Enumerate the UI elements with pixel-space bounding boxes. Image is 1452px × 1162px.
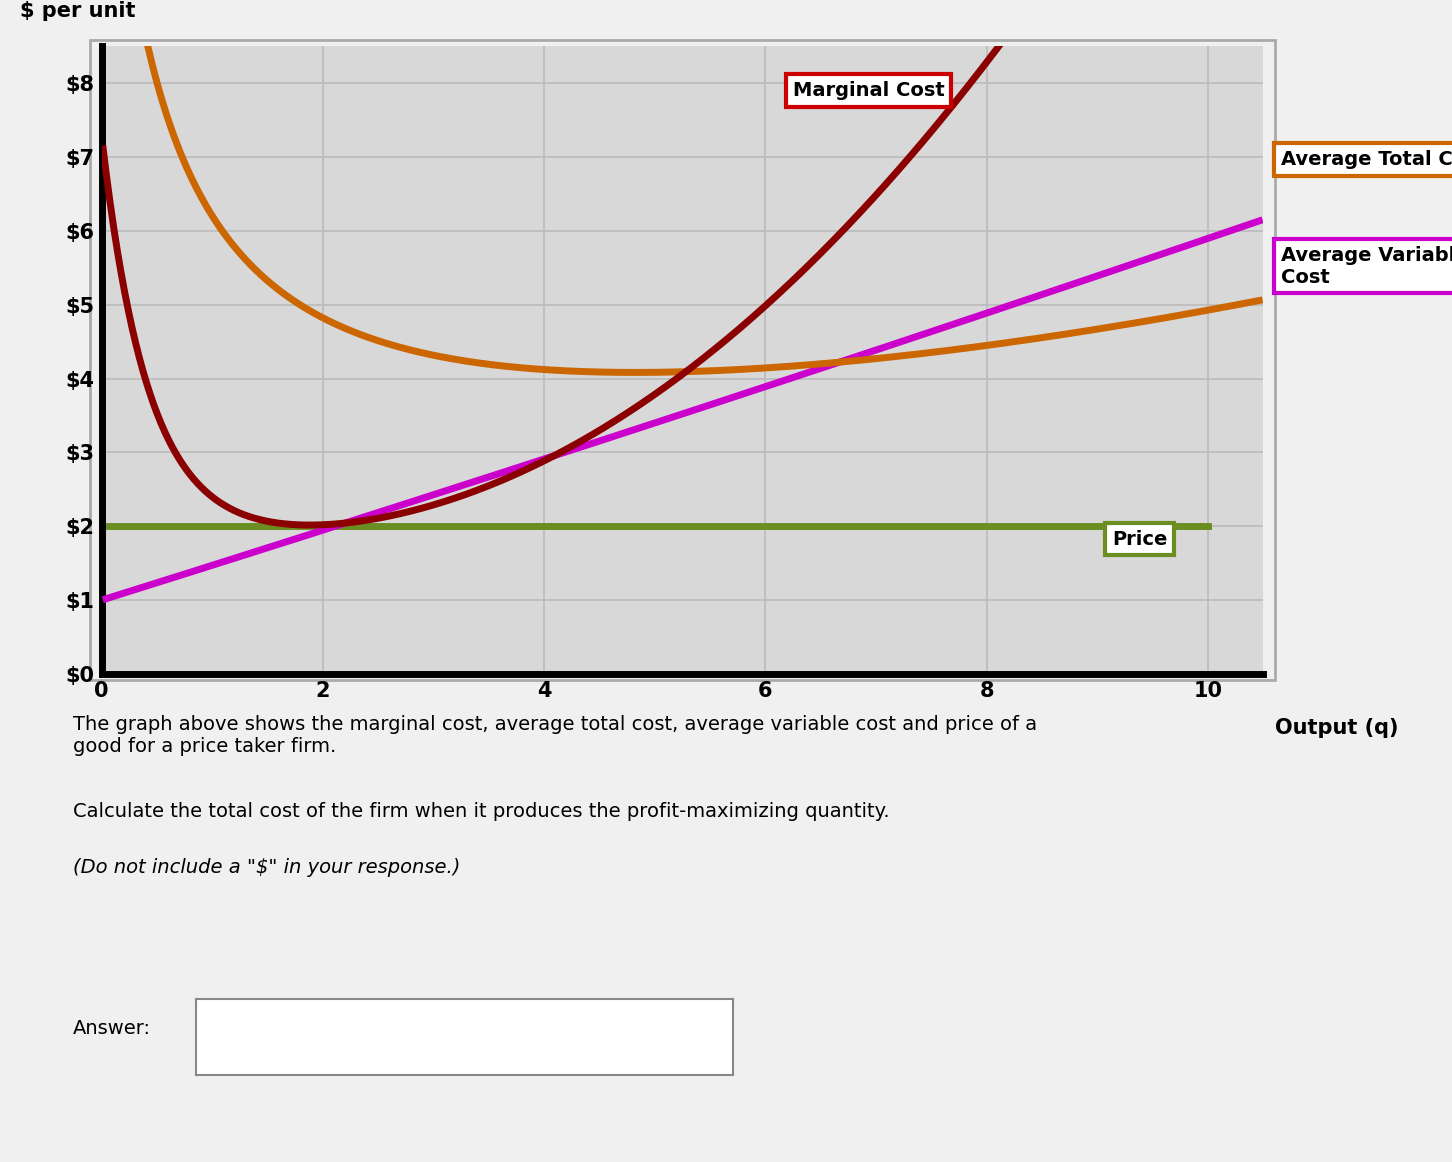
Text: Calculate the total cost of the firm when it produces the profit-maximizing quan: Calculate the total cost of the firm whe… bbox=[73, 802, 889, 820]
Text: Average Total Cost: Average Total Cost bbox=[1281, 150, 1452, 168]
Text: The graph above shows the marginal cost, average total cost, average variable co: The graph above shows the marginal cost,… bbox=[73, 715, 1037, 755]
Text: Answer:: Answer: bbox=[73, 1019, 151, 1038]
Text: Output (q): Output (q) bbox=[1275, 718, 1398, 738]
Text: $ per unit: $ per unit bbox=[20, 1, 136, 21]
Text: Price: Price bbox=[1112, 530, 1167, 548]
Text: (Do not include a "$" in your response.): (Do not include a "$" in your response.) bbox=[73, 858, 460, 876]
Text: Marginal Cost: Marginal Cost bbox=[793, 81, 945, 100]
Text: Average Variable
Cost: Average Variable Cost bbox=[1281, 245, 1452, 287]
